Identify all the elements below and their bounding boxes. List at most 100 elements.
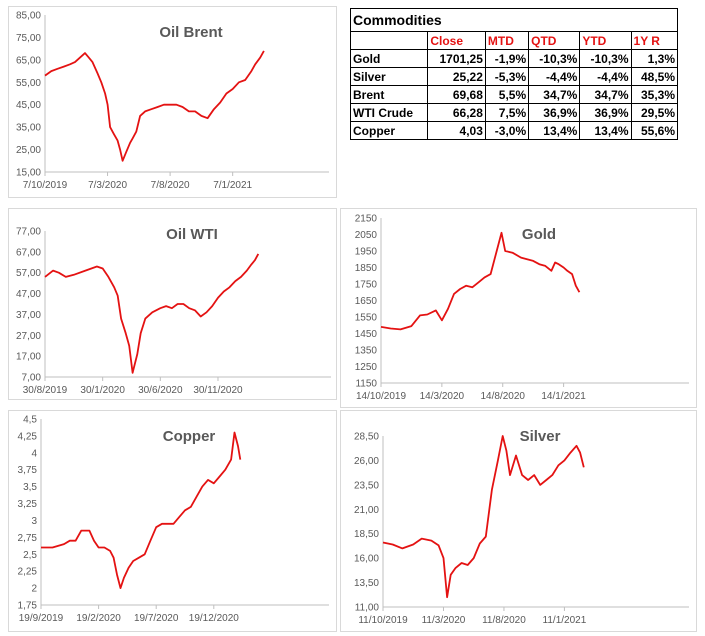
y-tick-label: 16,00 <box>354 554 379 565</box>
series-line <box>380 231 581 331</box>
x-tick-label: 7/3/2020 <box>88 180 127 191</box>
x-tick-label: 11/1/2021 <box>543 615 587 626</box>
x-tick-label: 14/10/2019 <box>356 391 406 402</box>
y1-cell: 48,5% <box>630 67 679 86</box>
table-title-row: Commodities <box>350 8 678 32</box>
y-tick-label: 65,00 <box>16 55 41 66</box>
y-tick-label: 75,00 <box>16 33 41 44</box>
y-tick-label: 17,00 <box>16 352 41 363</box>
y-tick-label: 45,00 <box>16 100 41 111</box>
y-tick-label: 1150 <box>355 379 377 390</box>
column-header: Close <box>427 31 486 50</box>
ytd-cell: -10,3% <box>579 49 632 68</box>
y-tick-label: 2050 <box>355 230 378 241</box>
y-tick-label: 1,75 <box>18 601 38 612</box>
row-name: Silver <box>349 67 429 86</box>
table-header-row: Close MTD QTD YTD 1Y R <box>349 31 679 50</box>
y-tick-label: 2 <box>31 584 37 595</box>
y-tick-label: 13,50 <box>354 578 379 589</box>
y-tick-label: 35,00 <box>16 123 41 134</box>
y-tick-label: 1550 <box>355 313 378 324</box>
close-cell: 4,03 <box>427 121 486 140</box>
x-tick-label: 14/1/2021 <box>541 391 586 402</box>
row-name: Brent <box>349 85 429 104</box>
y-tick-label: 27,00 <box>16 331 41 342</box>
y-tick-label: 85,00 <box>16 11 41 22</box>
mtd-cell: -3,0% <box>484 121 530 140</box>
table-row: WTI Crude 66,28 7,5% 36,9% 36,9% 29,5% <box>349 103 679 122</box>
x-tick-label: 19/9/2019 <box>19 613 64 624</box>
ytd-cell: 36,9% <box>579 103 632 122</box>
row-name: Gold <box>349 49 429 68</box>
x-tick-label: 19/12/2020 <box>189 613 239 624</box>
qtd-cell: 36,9% <box>528 103 581 122</box>
chart-copper: 4,5 4,25 4 3,75 3,5 3,25 3 2,75 2,5 2,25 2 1,7519/9… <box>18 415 329 624</box>
mtd-cell: -5,3% <box>484 67 530 86</box>
x-tick-label: 14/3/2020 <box>420 391 465 402</box>
y-tick-label: 21,00 <box>354 505 379 516</box>
y-tick-label: 15,00 <box>16 168 41 179</box>
x-tick-label: 30/8/2019 <box>23 385 68 396</box>
chart-title: Oil Brent <box>159 24 222 41</box>
x-tick-label: 19/2/2020 <box>76 613 121 624</box>
chart-panel-brent: 85,00 75,00 65,00 55,00 45,00 35,00 25,00 15,00… <box>8 6 337 198</box>
y-tick-label: 7,00 <box>22 373 42 384</box>
chart-silver: 28,50 26,00 23,50 21,00 18,50 16,00 13,50 11,00… <box>354 428 689 626</box>
close-cell: 66,28 <box>427 103 486 122</box>
qtd-cell: 13,4% <box>528 121 581 140</box>
y-tick-label: 2,5 <box>23 550 37 561</box>
table-row: Brent 69,68 5,5% 34,7% 34,7% 35,3% <box>349 85 679 104</box>
x-tick-label: 11/10/2019 <box>358 615 408 626</box>
y-tick-label: 37,00 <box>16 310 41 321</box>
y-tick-label: 4 <box>31 448 37 459</box>
chart-gold: 2150 2050 1950 1850 1750 1650 1550 1450 1350 1250… <box>355 214 689 402</box>
x-tick-label: 19/7/2020 <box>134 613 179 624</box>
x-tick-label: 30/11/2020 <box>193 385 243 396</box>
chart-title: Oil WTI <box>166 226 218 243</box>
column-header: QTD <box>528 31 581 50</box>
qtd-cell: -10,3% <box>528 49 581 68</box>
close-cell: 25,22 <box>427 67 486 86</box>
y-tick-label: 1450 <box>355 329 378 340</box>
x-tick-label: 30/6/2020 <box>138 385 183 396</box>
y-tick-label: 1350 <box>355 346 378 357</box>
y-tick-label: 26,00 <box>354 456 379 467</box>
y-tick-label: 3,25 <box>18 499 38 510</box>
ytd-cell: -4,4% <box>579 67 632 86</box>
x-tick-label: 30/1/2020 <box>80 385 125 396</box>
y-tick-label: 11,00 <box>355 603 380 614</box>
table-row: Copper 4,03 -3,0% 13,4% 13,4% 55,6% <box>349 121 679 140</box>
x-tick-label: 7/8/2020 <box>151 180 190 191</box>
y-tick-label: 1250 <box>355 362 378 373</box>
chart-panel-silver: 28,50 26,00 23,50 21,00 18,50 16,00 13,50 11,00… <box>340 410 697 632</box>
y-tick-label: 1850 <box>355 263 378 274</box>
y-tick-label: 47,00 <box>16 289 41 300</box>
column-header: MTD <box>484 31 530 50</box>
chart-panel-wti: 77,00 67,00 57,00 47,00 37,00 27,00 17,00 7,00 3… <box>8 208 337 400</box>
y-tick-label: 1950 <box>355 247 378 258</box>
row-name: Copper <box>349 121 429 140</box>
y-tick-label: 55,00 <box>16 78 41 89</box>
close-cell: 1701,25 <box>427 49 486 68</box>
y-tick-label: 1650 <box>355 296 378 307</box>
chart-panel-gold: 2150 2050 1950 1850 1750 1650 1550 1450 1350 1250… <box>340 208 697 408</box>
column-header: YTD <box>579 31 632 50</box>
y-tick-label: 4,5 <box>23 415 37 426</box>
y1-cell: 1,3% <box>630 49 679 68</box>
y-tick-label: 3,5 <box>23 482 37 493</box>
column-header: 1Y R <box>630 31 679 50</box>
row-name: WTI Crude <box>349 103 429 122</box>
series-line <box>41 431 242 590</box>
mtd-cell: 7,5% <box>484 103 530 122</box>
y-tick-label: 4,25 <box>18 431 38 442</box>
y-tick-label: 18,50 <box>354 529 379 540</box>
y-tick-label: 57,00 <box>16 268 41 279</box>
y1-cell: 55,6% <box>630 121 679 140</box>
x-tick-label: 7/10/2019 <box>23 180 68 191</box>
y-tick-label: 77,00 <box>16 227 41 238</box>
chart-title: Copper <box>163 428 216 445</box>
chart-brent: 85,00 75,00 65,00 55,00 45,00 35,00 25,00 15,00… <box>16 11 329 191</box>
commodities-table: Commodities Close MTD QTD YTD 1Y R Gold … <box>349 8 679 140</box>
y-tick-label: 1750 <box>355 280 378 291</box>
x-tick-label: 14/8/2020 <box>480 391 525 402</box>
